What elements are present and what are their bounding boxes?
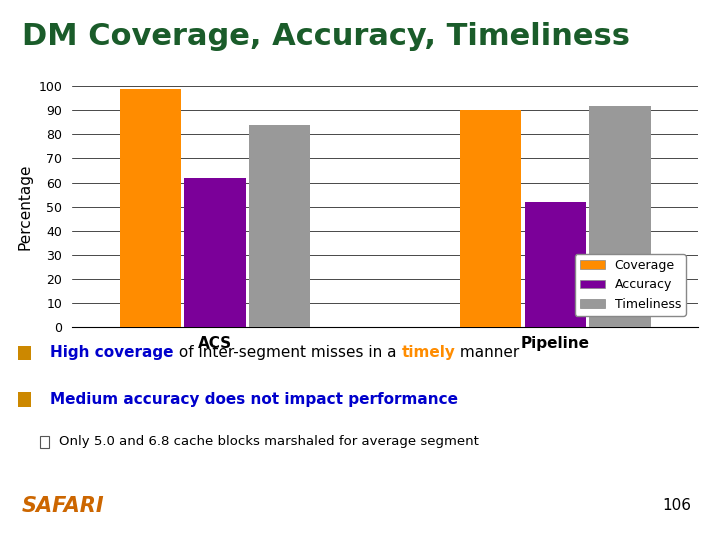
Bar	[460, 110, 521, 327]
Legend: Coverage, Accuracy, Timeliness: Coverage, Accuracy, Timeliness	[575, 254, 686, 316]
Bar	[525, 202, 586, 327]
Y-axis label: Percentage: Percentage	[18, 163, 33, 250]
Bar	[18, 346, 31, 360]
Text: of inter-segment misses in a: of inter-segment misses in a	[174, 346, 401, 360]
Text: manner: manner	[455, 346, 519, 360]
Bar	[40, 436, 49, 448]
Text: timely: timely	[401, 346, 455, 360]
Bar	[120, 89, 181, 327]
Text: DM Coverage, Accuracy, Timeliness: DM Coverage, Accuracy, Timeliness	[22, 22, 629, 51]
Bar	[18, 392, 31, 407]
Bar	[184, 178, 246, 327]
Bar	[249, 125, 310, 327]
Text: High coverage: High coverage	[50, 346, 174, 360]
Text: SAFARI: SAFARI	[22, 496, 104, 516]
Bar	[590, 106, 651, 327]
Text: Medium accuracy does not impact performance: Medium accuracy does not impact performa…	[50, 392, 459, 407]
Text: Only 5.0 and 6.8 cache blocks marshaled for average segment: Only 5.0 and 6.8 cache blocks marshaled …	[59, 435, 479, 448]
Text: 106: 106	[662, 498, 691, 514]
